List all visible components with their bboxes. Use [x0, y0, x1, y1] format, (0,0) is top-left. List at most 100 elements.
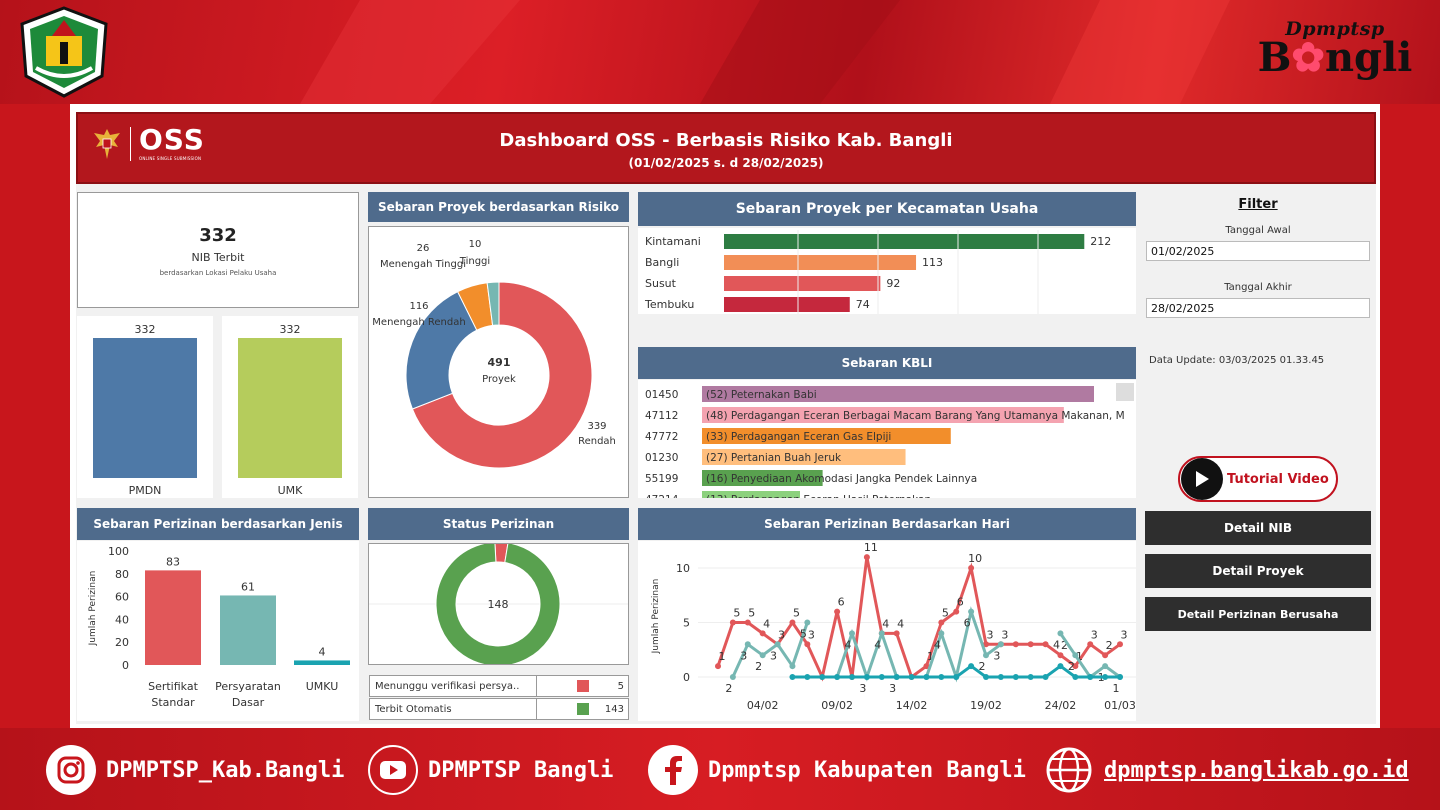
kecamatan-chart-title: Sebaran Proyek per Kecamatan Usaha [638, 192, 1136, 226]
nib-count: 332 [199, 225, 237, 246]
hari-point [953, 674, 960, 680]
hari-point-label: 4 [934, 638, 941, 651]
oss-logo-text: OSS [139, 123, 205, 156]
kbli-label: (48) Perdagangan Eceran Berbagai Macam B… [706, 410, 1125, 422]
kecamatan-value: 92 [886, 277, 900, 290]
kbli-label: (33) Perdagangan Eceran Gas Elpiji [706, 431, 891, 443]
jenis-ytick: 0 [122, 659, 129, 672]
kbli-bar [702, 449, 906, 465]
hari-point [729, 619, 736, 626]
hari-chart-panel: 10 5 0 Jumlah Perizinan 04/02 09/02 14/02 19/02… [638, 541, 1136, 721]
status-legend-row-issued[interactable]: Terbit Otomatis 143 [369, 698, 629, 720]
detail-proyek-button[interactable]: Detail Proyek [1145, 554, 1371, 588]
status-legend-value: 5 [617, 680, 624, 692]
hari-point-label: 3 [889, 682, 896, 695]
kbli-bar [702, 407, 1064, 423]
youtube-link[interactable]: DPMPTSP Bangli [368, 745, 613, 795]
hari-point [968, 663, 975, 670]
bar-category-label: UMK [278, 484, 304, 497]
kbli-bar-chart: 01450 (52) Peternakan Babi 47112 (48) Perda… [645, 383, 1134, 498]
start-date-label: Tanggal Awal [1225, 225, 1291, 236]
hari-point-label: 10 [968, 552, 982, 565]
start-date-input[interactable]: 01/02/2025 [1146, 241, 1370, 261]
hari-point [863, 674, 870, 680]
status-center-value: 148 [488, 598, 509, 611]
hari-point [953, 608, 960, 615]
bar-umk [238, 338, 342, 478]
hari-xtick: 01/03 [1104, 699, 1136, 712]
bar-pmdn [93, 338, 197, 478]
kecamatan-bar [724, 255, 917, 270]
kecamatan-bar [724, 276, 881, 291]
jenis-ytick: 60 [115, 591, 129, 604]
hari-point [1087, 674, 1094, 680]
risk-slice-label: Menengah Rendah [372, 317, 465, 328]
hari-point [923, 663, 930, 670]
status-legend-row-pending[interactable]: Menunggu verifikasi persya.. 5 [369, 675, 629, 697]
jenis-bar [220, 595, 276, 665]
hari-point [715, 663, 721, 670]
hari-point [983, 652, 989, 659]
jenis-bar-label: UMKU [306, 680, 339, 693]
detail-nib-button[interactable]: Detail NIB [1145, 511, 1371, 545]
hari-point [744, 619, 751, 626]
status-chart-panel: 148 [368, 541, 629, 667]
hari-point-label: 3 [1001, 628, 1008, 641]
hari-point-label: 2 [1061, 639, 1068, 652]
hari-point [819, 674, 826, 680]
jenis-bar [294, 660, 350, 665]
facebook-link[interactable]: Dpmptsp Kabupaten Bangli [648, 745, 1026, 795]
kbli-label: (16) Penyediaan Akomodasi Jangka Pendek … [706, 473, 977, 485]
kecamatan-bar-chart: Kintamani 212 Bangli 113 Susut 92 Tembuku 74 [644, 230, 1111, 314]
hari-point-label: 5 [748, 607, 755, 620]
kbli-code: 55199 [645, 473, 678, 485]
jenis-bar-label: Standar [151, 696, 195, 709]
hari-point-label: 4 [874, 638, 881, 651]
risk-slice-value: 26 [417, 243, 430, 254]
hari-point-label: 5 [942, 607, 949, 620]
instagram-handle: DPMPTSP_Kab.Bangli [106, 757, 345, 783]
brand-small-text: Dpmptsp [1285, 18, 1385, 40]
brand-big-text: B✿ngli [1250, 38, 1420, 78]
kecamatan-name: Susut [645, 277, 677, 290]
tutorial-video-button[interactable]: Tutorial Video [1178, 456, 1338, 502]
hari-point [1072, 663, 1079, 670]
hari-point [1042, 674, 1049, 680]
pmdn-bar-chart: 332 PMDN [93, 323, 197, 497]
kbli-bar [702, 470, 823, 486]
hari-point [1027, 674, 1034, 680]
hari-point-label: 2 [979, 660, 986, 673]
jenis-ylabel: Jumlah Perizinan [88, 571, 98, 647]
hari-point [863, 554, 870, 561]
jenis-ytick: 20 [115, 636, 129, 649]
hari-point-label: 3 [1121, 628, 1128, 641]
detail-perizinan-button[interactable]: Detail Perizinan Berusaha [1145, 597, 1371, 631]
kecamatan-name: Bangli [645, 256, 679, 269]
kbli-code: 01450 [645, 389, 678, 401]
hari-point [729, 674, 736, 680]
bar-value-label: 332 [280, 323, 301, 336]
status-donut-chart: 148 [369, 541, 628, 667]
kecamatan-chart-panel: Kintamani 212 Bangli 113 Susut 92 Tembuku 74 [638, 228, 1136, 314]
instagram-link[interactable]: DPMPTSP_Kab.Bangli [46, 745, 344, 795]
hari-point-label: 1 [927, 650, 934, 663]
dashboard-title: Dashboard OSS - Berbasis Risiko Kab. Ban… [499, 130, 953, 151]
hari-point [1012, 641, 1019, 648]
risk-slice-value: 339 [587, 421, 606, 432]
hari-point-label: 1 [719, 650, 726, 663]
hari-point [834, 608, 841, 615]
hari-point [849, 630, 855, 637]
end-date-input[interactable]: 28/02/2025 [1146, 298, 1370, 318]
data-update-text: Data Update: 03/03/2025 01.33.45 [1149, 355, 1325, 366]
status-legend-value: 143 [604, 703, 624, 715]
kbli-chart-panel[interactable]: 01450 (52) Peternakan Babi 47112 (48) Perda… [638, 380, 1136, 498]
website-link[interactable]: dpmptsp.banglikab.go.id [1044, 745, 1409, 795]
nib-sublabel: berdasarkan Lokasi Pelaku Usaha [159, 269, 277, 277]
hari-point-label: 3 [987, 628, 994, 641]
status-legend-label: Terbit Otomatis [370, 699, 537, 719]
risk-slice-value: 10 [469, 239, 482, 250]
hari-point-label: 5 [733, 607, 740, 620]
hari-ytick: 0 [683, 671, 690, 684]
hari-xtick: 04/02 [747, 699, 779, 712]
kbli-code: 47772 [645, 431, 678, 443]
